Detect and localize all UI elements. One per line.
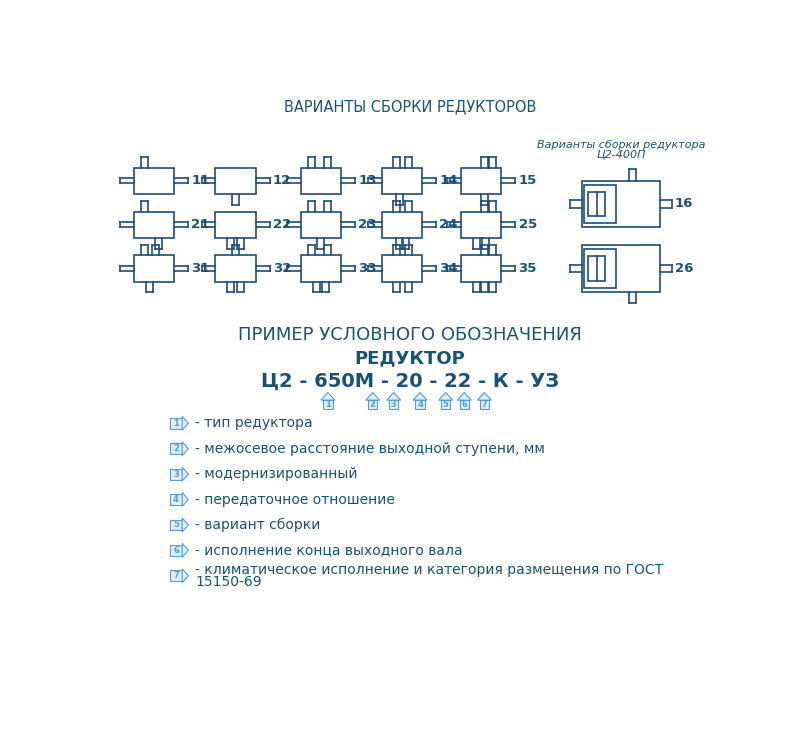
Text: ВАРИАНТЫ СБОРКИ РЕДУКТОРОВ: ВАРИАНТЫ СБОРКИ РЕДУКТОРОВ (284, 100, 536, 115)
Polygon shape (182, 467, 188, 481)
Text: Варианты сборки редуктора: Варианты сборки редуктора (537, 140, 705, 151)
Text: 7: 7 (173, 571, 179, 580)
Bar (582, 246, 659, 291)
Text: - межосевое расстояние выходной ступени, мм: - межосевое расстояние выходной ступени,… (195, 442, 546, 455)
Bar (170, 443, 182, 454)
Text: - климатическое исполнение и категория размещения по ГОСТ: - климатическое исполнение и категория р… (195, 562, 663, 577)
Bar (215, 255, 256, 282)
Text: 32: 32 (273, 262, 291, 275)
Polygon shape (321, 392, 335, 400)
Text: 12: 12 (273, 175, 291, 187)
Bar (382, 211, 422, 237)
Bar (170, 418, 182, 428)
Text: Ц2 - 650М - 20 - 22 - К - УЗ: Ц2 - 650М - 20 - 22 - К - УЗ (261, 372, 559, 390)
Text: 16: 16 (675, 197, 694, 210)
Text: 21: 21 (191, 218, 210, 231)
Bar (134, 255, 174, 282)
Bar (170, 545, 182, 556)
Bar (459, 400, 469, 410)
Text: - модернизированный: - модернизированный (195, 467, 358, 481)
Bar (215, 168, 256, 194)
Text: 3: 3 (391, 400, 397, 409)
Text: 4: 4 (173, 495, 179, 504)
Bar (170, 520, 182, 530)
Text: 5: 5 (442, 400, 449, 409)
Bar (584, 249, 616, 288)
Text: 3: 3 (173, 470, 179, 479)
Polygon shape (366, 392, 380, 400)
Bar (584, 184, 616, 223)
Text: 4: 4 (417, 400, 423, 409)
Text: - тип редуктора: - тип редуктора (195, 416, 313, 430)
Bar (461, 255, 502, 282)
Text: 13: 13 (358, 175, 377, 187)
Text: - вариант сборки: - вариант сборки (195, 518, 321, 532)
Bar (170, 469, 182, 479)
Text: - передаточное отношение: - передаточное отношение (195, 493, 395, 506)
Text: 5: 5 (173, 521, 179, 530)
Polygon shape (182, 442, 188, 455)
Polygon shape (413, 392, 427, 400)
Polygon shape (182, 544, 188, 557)
Bar (301, 168, 341, 194)
Bar (461, 168, 502, 194)
Polygon shape (182, 518, 188, 532)
Bar (389, 400, 398, 410)
Text: 6: 6 (173, 546, 179, 555)
Bar (215, 211, 256, 237)
Text: 15: 15 (518, 175, 537, 187)
Text: 11: 11 (191, 175, 210, 187)
Text: ПРИМЕР УСЛОВНОГО ОБОЗНАЧЕНИЯ: ПРИМЕР УСЛОВНОГО ОБОЗНАЧЕНИЯ (238, 326, 582, 344)
Bar (301, 211, 341, 237)
Text: 2: 2 (370, 400, 376, 409)
Text: 1: 1 (325, 400, 330, 409)
Text: 14: 14 (439, 175, 458, 187)
Text: 26: 26 (675, 262, 694, 275)
Bar (368, 400, 378, 410)
Bar (588, 192, 606, 216)
Bar (441, 400, 450, 410)
Polygon shape (478, 392, 491, 400)
Bar (170, 494, 182, 505)
Bar (461, 211, 502, 237)
Bar (382, 168, 422, 194)
Text: 2: 2 (173, 444, 179, 453)
Bar (134, 211, 174, 237)
Bar (415, 400, 425, 410)
Text: 34: 34 (439, 262, 458, 275)
Bar (301, 255, 341, 282)
Polygon shape (182, 568, 188, 583)
Polygon shape (438, 392, 453, 400)
Text: 31: 31 (191, 262, 210, 275)
Text: 35: 35 (518, 262, 537, 275)
Bar (480, 400, 489, 410)
Polygon shape (458, 392, 471, 400)
Bar (382, 255, 422, 282)
Text: 15150-69: 15150-69 (195, 575, 262, 589)
Bar (582, 181, 659, 227)
Text: 33: 33 (358, 262, 377, 275)
Text: 24: 24 (439, 218, 458, 231)
Polygon shape (386, 392, 401, 400)
Text: РЕДУКТОР: РЕДУКТОР (354, 349, 466, 367)
Text: 23: 23 (358, 218, 377, 231)
Text: 7: 7 (482, 400, 487, 409)
Polygon shape (182, 493, 188, 506)
Text: 1: 1 (173, 419, 179, 428)
Polygon shape (182, 416, 188, 430)
Bar (323, 400, 333, 410)
Text: 22: 22 (273, 218, 291, 231)
Text: Ц2-400П: Ц2-400П (596, 150, 646, 160)
Text: - исполнение конца выходного вала: - исполнение конца выходного вала (195, 543, 463, 557)
Bar (588, 256, 606, 281)
Text: 6: 6 (462, 400, 467, 409)
Bar (134, 168, 174, 194)
Text: 25: 25 (518, 218, 537, 231)
Bar (170, 570, 182, 581)
